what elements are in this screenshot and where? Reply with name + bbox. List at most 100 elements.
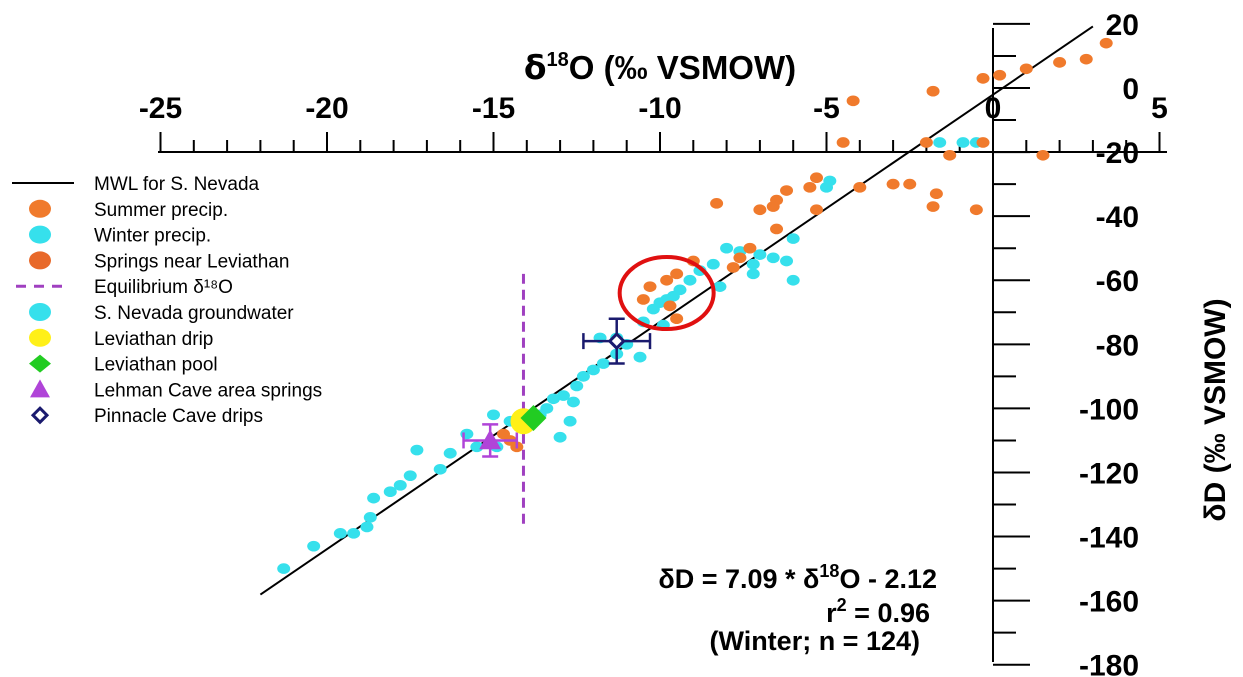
winter-precip-point	[433, 463, 447, 475]
equation-line-2: r2 = 0.96	[826, 595, 930, 628]
legend-item: MWL for S. Nevada	[12, 174, 260, 195]
winter-precip-point	[556, 390, 570, 401]
legend-item: Leviathan pool	[29, 354, 218, 376]
y-tick-label: -80	[1096, 329, 1139, 362]
winter-precip-point	[933, 137, 947, 148]
y-tick-label: -100	[1079, 393, 1139, 426]
regression-equation: δD = 7.09 * δ18O - 2.12 r2 = 0.96 (Winte…	[658, 561, 937, 656]
winter-precip-point	[307, 540, 321, 552]
x-tick-label: 0	[985, 92, 1002, 125]
summer-precip-point	[976, 73, 990, 84]
highlight-circle	[617, 255, 716, 332]
summer-precip-point	[810, 204, 824, 216]
winter-precip-point	[713, 281, 727, 292]
legend-symbol	[29, 354, 51, 373]
winter-precip-point	[780, 255, 794, 267]
legend-label: Equilibrium δ¹⁸O	[94, 277, 233, 298]
winter-precip-point	[393, 479, 407, 491]
x-tick-label: -5	[813, 92, 840, 125]
legend-label: Lehman Cave area springs	[94, 380, 322, 401]
winter-precip-point	[403, 470, 417, 482]
summer-precip-point	[726, 262, 740, 273]
summer-precip-point	[919, 137, 933, 148]
legend-item: Leviathan drip	[29, 328, 213, 350]
legend-label: Summer precip.	[94, 200, 228, 221]
legend-item: Winter precip.	[29, 225, 211, 247]
legend-symbol	[29, 251, 51, 270]
winter-precip-point	[383, 486, 397, 498]
winter-precip-point	[576, 371, 590, 382]
summer-precip-point	[886, 178, 900, 190]
legend-label: Pinnacle Cave drips	[94, 406, 263, 427]
summer-precip-point	[969, 204, 983, 216]
summer-precip-point	[926, 201, 940, 212]
winter-precip-point	[753, 249, 767, 260]
legend-symbol	[29, 199, 51, 218]
summer-precip-point	[1036, 149, 1050, 161]
legend-label: S. Nevada groundwater	[94, 303, 294, 324]
winter-precip-point	[786, 233, 800, 244]
winter-precip-point	[633, 351, 647, 363]
y-tick-label: -140	[1079, 522, 1139, 555]
winter-precip-point	[367, 492, 381, 504]
summer-precip-point	[643, 281, 657, 292]
y-tick-label: -20	[1096, 137, 1139, 170]
winter-precip-point	[596, 358, 610, 369]
legend-label: Springs near Leviathan	[94, 251, 289, 272]
summer-precip-point	[770, 223, 784, 235]
y-axis-ticks: 20 0 -20 -40 -60 -80 -100 -120 -140 -160 -180	[993, 9, 1139, 677]
summer-precip-point	[1099, 37, 1113, 49]
legend-item: Summer precip.	[29, 199, 228, 221]
y-tick-label: 0	[1122, 73, 1139, 106]
x-axis-title: δ18O (‰ VSMOW)	[524, 48, 796, 87]
winter-precip-point	[333, 528, 347, 539]
winter-precip-point	[563, 415, 577, 427]
legend-label: Winter precip.	[94, 226, 211, 247]
pinnacle-drips-point	[607, 331, 626, 351]
y-tick-label: -60	[1096, 265, 1139, 298]
winter-precip-point	[277, 563, 291, 574]
x-tick-label: -20	[305, 92, 348, 125]
legend-label: Leviathan pool	[94, 355, 218, 376]
summer-precip-point	[1019, 63, 1033, 75]
winter-precip-point	[820, 181, 833, 193]
legend: MWL for S. Nevada Summer precip. Winter pr…	[12, 174, 322, 427]
summer-precip-point	[846, 95, 860, 107]
summer-precip-point	[1053, 57, 1067, 68]
plot-area	[259, 25, 1113, 596]
summer-precip-point	[753, 204, 767, 216]
y-tick-label: -40	[1096, 201, 1139, 234]
winter-precip-point	[470, 441, 484, 453]
y-tick-label: 20	[1106, 9, 1139, 42]
legend-item: Lehman Cave area springs	[30, 379, 322, 401]
legend-symbol	[30, 406, 50, 425]
winter-precip-point	[786, 274, 800, 286]
legend-item: Pinnacle Cave drips	[30, 406, 263, 427]
winter-precip-point	[487, 409, 500, 421]
x-tick-label: -10	[638, 92, 681, 125]
summer-precip-point	[1079, 53, 1093, 65]
x-tick-label: -25	[139, 92, 182, 125]
legend-item: Equilibrium δ¹⁸O	[16, 277, 233, 298]
summer-precip-point	[926, 85, 940, 97]
mwl-line	[259, 25, 1094, 596]
y-tick-label: -120	[1079, 457, 1139, 490]
equation-line-3: (Winter; n = 124)	[709, 626, 920, 656]
summer-precip-point	[670, 268, 684, 280]
summer-precip-point	[929, 188, 943, 200]
winter-precip-point	[646, 303, 660, 315]
winter-precip-point	[546, 393, 560, 405]
summer-precip-point	[766, 201, 780, 212]
legend-symbol	[29, 303, 51, 321]
leviathan-pool-point	[520, 405, 547, 432]
summer-precip-point	[710, 198, 724, 209]
winter-precip-point	[746, 268, 760, 280]
summer-precip-point	[733, 252, 747, 264]
y-tick-label: -180	[1079, 650, 1139, 677]
legend-label: MWL for S. Nevada	[94, 174, 260, 195]
winter-precip-point	[566, 396, 580, 408]
legend-symbol	[30, 379, 50, 398]
summer-precip-point	[943, 149, 957, 161]
legend-symbol	[29, 328, 51, 347]
winter-precip-point	[363, 512, 377, 523]
